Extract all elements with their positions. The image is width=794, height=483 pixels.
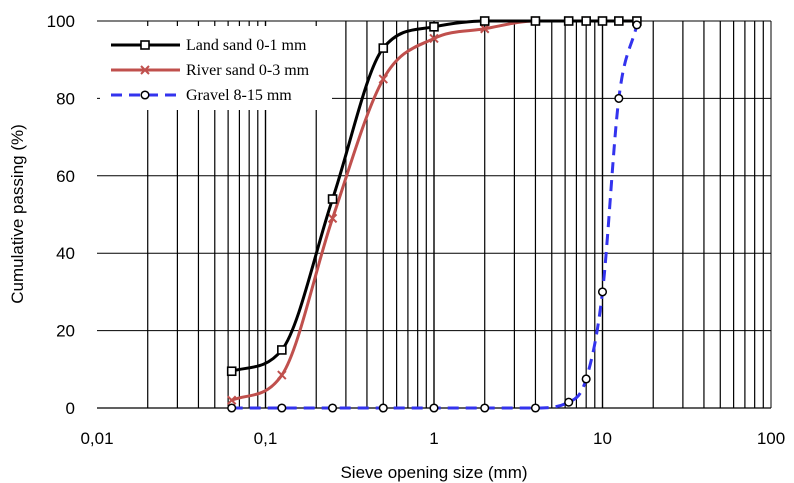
series-2 xyxy=(227,20,642,413)
data-point xyxy=(429,22,439,32)
legend-label: Gravel 8-15 mm xyxy=(186,87,292,104)
series-0 xyxy=(226,16,642,377)
data-point xyxy=(429,33,439,44)
y-tick-label: 20 xyxy=(56,322,75,341)
x-tick-label: 10 xyxy=(593,429,612,448)
data-point xyxy=(479,16,490,26)
data-point xyxy=(530,403,540,413)
data-point xyxy=(597,287,608,297)
y-tick-label: 40 xyxy=(56,244,75,263)
legend-marker xyxy=(140,90,150,100)
data-point xyxy=(378,43,389,53)
data-point-b xyxy=(327,213,338,224)
y-tick-label: 0 xyxy=(66,399,75,418)
data-point-b xyxy=(480,24,490,34)
data-point xyxy=(226,366,237,377)
data-point xyxy=(327,213,338,224)
data-point xyxy=(378,403,388,413)
data-point xyxy=(226,395,237,405)
data-point xyxy=(429,403,439,413)
x-tick-label: 0,1 xyxy=(254,429,278,448)
legend: Land sand 0-1 mm River sand 0-3 mm Gravel … xyxy=(100,26,332,110)
data-point xyxy=(480,403,490,413)
data-point-b xyxy=(226,395,237,405)
data-point-b xyxy=(378,74,388,84)
data-point xyxy=(614,93,624,103)
legend-marker xyxy=(140,40,150,50)
y-tick-label: 100 xyxy=(47,12,75,31)
y-tick-label: 60 xyxy=(56,167,75,186)
x-tick-label: 100 xyxy=(757,429,785,448)
data-point xyxy=(378,74,388,84)
x-axis-title: Sieve opening size (mm) xyxy=(340,463,527,482)
x-tick-label: 0,01 xyxy=(80,429,113,448)
data-point-b xyxy=(429,33,439,44)
data-point xyxy=(227,403,237,413)
data-point xyxy=(327,194,338,204)
data-point xyxy=(277,403,287,413)
data-point xyxy=(614,16,624,26)
data-point xyxy=(597,16,608,26)
data-point xyxy=(632,20,642,30)
y-tick-label: 80 xyxy=(56,89,75,108)
data-point xyxy=(530,16,541,26)
data-point xyxy=(480,24,490,34)
data-point xyxy=(277,345,287,355)
legend-label: River sand 0-3 mm xyxy=(186,62,310,79)
data-point xyxy=(581,16,591,26)
y-axis-title: Cumulative passing (%) xyxy=(8,124,27,304)
x-tick-label: 1 xyxy=(429,429,438,448)
data-point xyxy=(564,397,574,407)
legend-marker xyxy=(140,65,150,75)
data-point xyxy=(581,374,591,384)
data-point xyxy=(328,403,338,413)
data-point-b xyxy=(277,370,287,380)
series-layer xyxy=(226,16,642,413)
data-point xyxy=(277,370,287,380)
legend-marker-b xyxy=(140,65,150,75)
data-point xyxy=(563,16,574,26)
tick-labels: 0,01 0,1 1 10 100 0 20 40 60 80 100 xyxy=(47,12,786,448)
legend-label: Land sand 0-1 mm xyxy=(186,37,307,54)
